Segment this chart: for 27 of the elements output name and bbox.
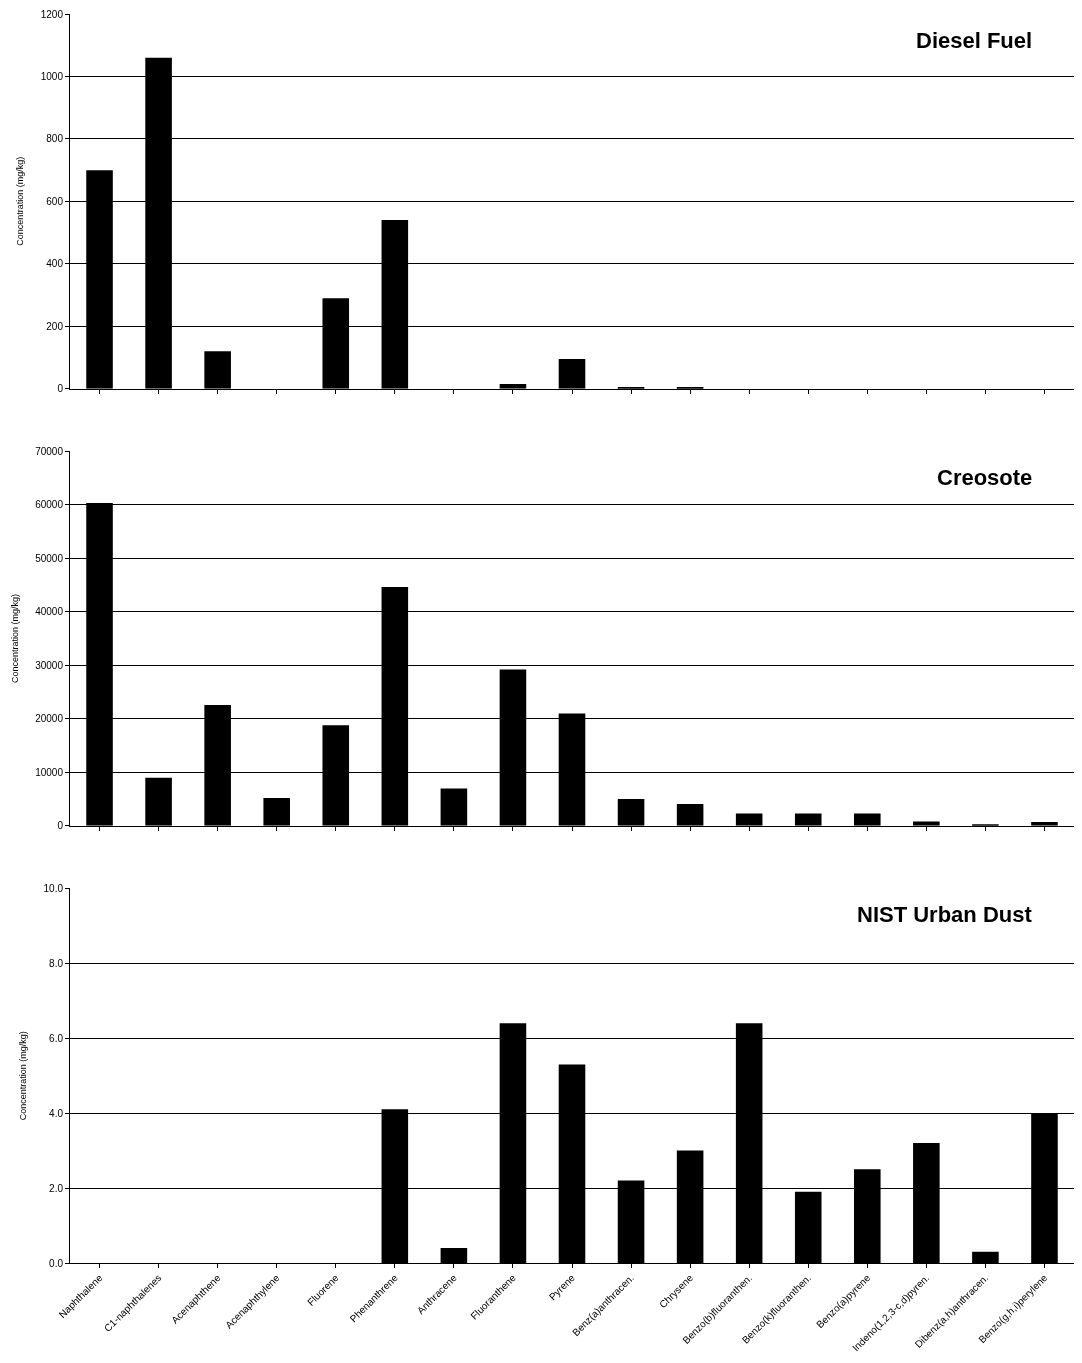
y-tick-label: 800 <box>46 133 64 145</box>
text: Creosote <box>937 465 1033 490</box>
y-tick-label: 10.0 <box>43 882 64 894</box>
y-tick-label: 6.0 <box>49 1032 64 1044</box>
y-tick-label: 50000 <box>35 552 64 564</box>
y-tick-label: 10000 <box>35 766 64 778</box>
y-tick-label: 600 <box>46 195 64 207</box>
y-tick-label: 4.0 <box>49 1107 64 1119</box>
text: NIST Urban Dust <box>857 902 1033 927</box>
y-tick-label: 30000 <box>35 659 64 671</box>
y-tick-label: 1200 <box>40 8 64 20</box>
y-tick-label: 0 <box>57 820 64 832</box>
y-tick-label: 0.0 <box>49 1257 64 1269</box>
y-axis-title: Concentration (mg/kg) <box>15 156 26 246</box>
y-tick-label: 40000 <box>35 606 64 618</box>
y-tick-label: 8.0 <box>49 957 64 969</box>
y-axis-title: Concentration (mg/kg) <box>9 593 20 684</box>
y-axis-title: Concentration (mg/kg) <box>17 1031 28 1121</box>
y-tick-label: 400 <box>46 258 64 270</box>
y-tick-label: 70000 <box>35 445 64 457</box>
y-tick-label: 0 <box>57 383 64 395</box>
y-tick-label: 1000 <box>40 70 64 82</box>
y-tick-label: 60000 <box>35 499 64 511</box>
y-tick-label: 20000 <box>35 713 64 725</box>
y-tick-label: 200 <box>46 320 64 332</box>
text: Diesel Fuel <box>916 28 1033 53</box>
y-tick-label: 2.0 <box>49 1182 64 1194</box>
